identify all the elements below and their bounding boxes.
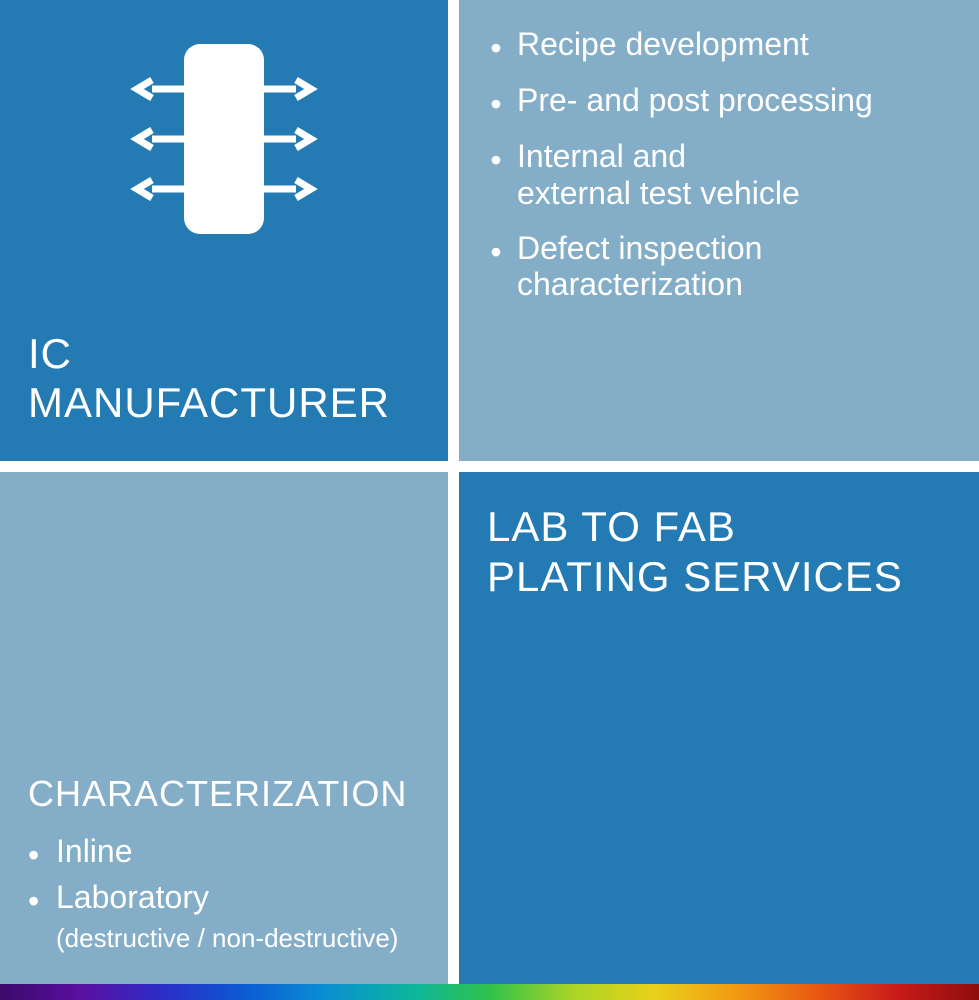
- chip-icon: [129, 34, 319, 244]
- bullet-text-line2: characterization: [517, 266, 762, 303]
- title-line-2: PLATING SERVICES: [487, 553, 903, 600]
- bullet-text: Pre- and post processing: [517, 82, 873, 120]
- quad-grid: IC MANUFACTURER • Recipe development • P…: [0, 0, 979, 984]
- bullet-dot: •: [28, 833, 46, 871]
- bullet-text-line1: Internal and: [517, 138, 686, 174]
- services-bullets: • Recipe development • Pre- and post pro…: [487, 16, 951, 321]
- bullet-dot: •: [487, 26, 505, 64]
- bullet-text: Internal and external test vehicle: [517, 138, 800, 212]
- bullet-text: Inline: [56, 833, 133, 871]
- bullet-dot: •: [487, 82, 505, 120]
- bullet-text: Laboratory: [56, 879, 209, 917]
- rainbow-strip: [0, 984, 979, 1000]
- bullet-dot: •: [28, 879, 46, 917]
- characterization-bullets: • Inline • Laboratory: [28, 825, 420, 925]
- cell-lab-to-fab: LAB TO FAB PLATING SERVICES: [459, 472, 979, 984]
- bullet-item: • Inline: [28, 833, 420, 871]
- cell-services-list: • Recipe development • Pre- and post pro…: [459, 0, 979, 472]
- bullet-dot: •: [487, 138, 505, 212]
- bullet-item: • Laboratory: [28, 879, 420, 917]
- bullet-text-line2: external test vehicle: [517, 175, 800, 212]
- bullet-item: • Pre- and post processing: [487, 82, 951, 120]
- infographic-root: IC MANUFACTURER • Recipe development • P…: [0, 0, 979, 1000]
- chip-icon-row: [28, 28, 420, 330]
- ic-manufacturer-title: IC MANUFACTURER: [28, 330, 420, 427]
- title-line-2: MANUFACTURER: [28, 379, 390, 426]
- title-line-1: IC: [28, 330, 72, 377]
- bullet-paren: (destructive / non-destructive): [56, 923, 420, 954]
- bullet-item: • Defect inspection characterization: [487, 230, 951, 304]
- bullet-item: • Internal and external test vehicle: [487, 138, 951, 212]
- bullet-text: Recipe development: [517, 26, 809, 64]
- bullet-dot: •: [487, 230, 505, 304]
- lab-to-fab-title: LAB TO FAB PLATING SERVICES: [487, 502, 951, 603]
- cell-characterization: CHARACTERIZATION • Inline • Laboratory (…: [0, 472, 459, 984]
- bullet-text: Defect inspection characterization: [517, 230, 762, 304]
- cell-ic-manufacturer: IC MANUFACTURER: [0, 0, 459, 472]
- characterization-heading: CHARACTERIZATION: [28, 773, 420, 815]
- bullet-text-line1: Defect inspection: [517, 230, 762, 266]
- bullet-item: • Recipe development: [487, 26, 951, 64]
- title-line-1: LAB TO FAB: [487, 503, 736, 550]
